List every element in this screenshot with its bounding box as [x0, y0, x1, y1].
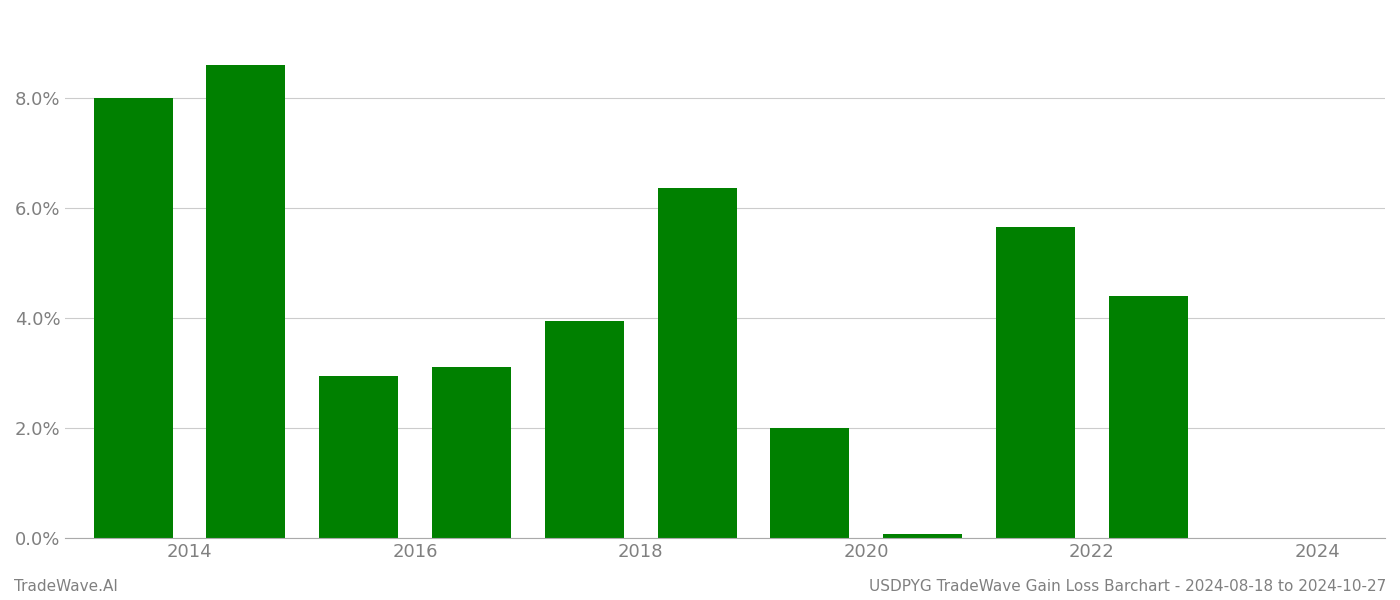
Bar	[545, 320, 624, 538]
Bar	[770, 428, 850, 538]
Bar	[1109, 296, 1187, 538]
Bar	[883, 534, 962, 538]
Bar	[94, 98, 172, 538]
Text: TradeWave.AI: TradeWave.AI	[14, 579, 118, 594]
Bar	[995, 227, 1075, 538]
Bar	[319, 376, 398, 538]
Bar	[658, 188, 736, 538]
Text: USDPYG TradeWave Gain Loss Barchart - 2024-08-18 to 2024-10-27: USDPYG TradeWave Gain Loss Barchart - 20…	[869, 579, 1386, 594]
Bar	[206, 65, 286, 538]
Bar	[433, 367, 511, 538]
